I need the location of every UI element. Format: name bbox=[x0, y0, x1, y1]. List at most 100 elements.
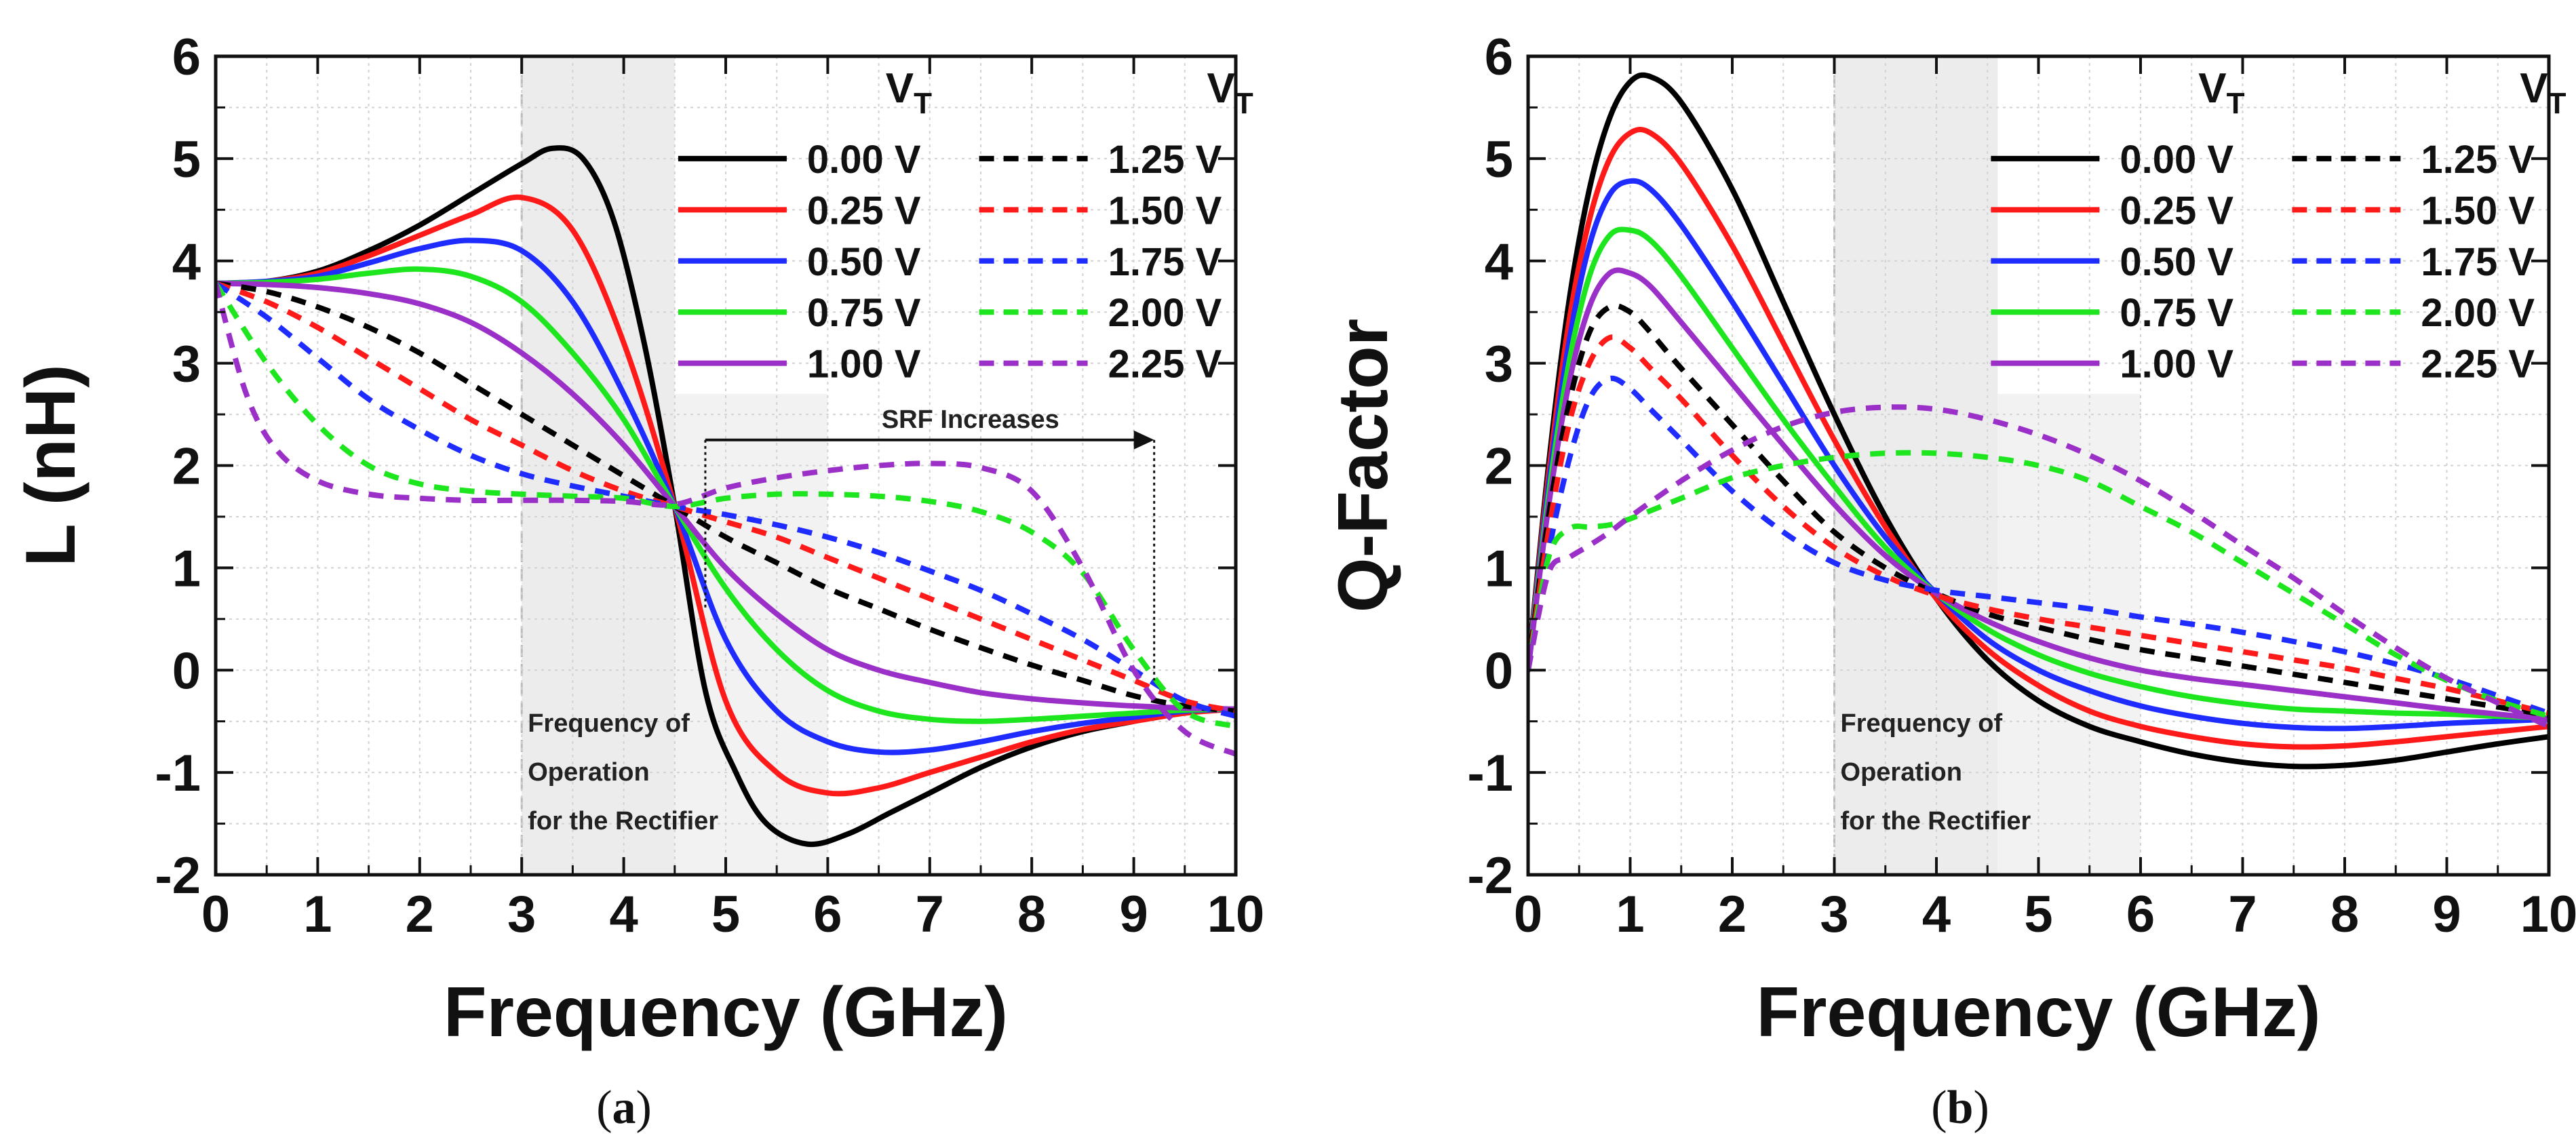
x-tick-label: 1 bbox=[303, 886, 332, 943]
x-tick-label: 9 bbox=[2432, 886, 2461, 943]
series-line-0-00-V bbox=[1528, 72, 2549, 770]
legend-label: 1.75 V bbox=[2421, 240, 2535, 284]
y-tick-label: 0 bbox=[1485, 642, 1513, 700]
x-tick-label: 9 bbox=[1119, 886, 1148, 943]
series-line-0-50-V bbox=[1528, 178, 2549, 732]
x-tick-label: 0 bbox=[201, 886, 230, 943]
y-tick-label: -2 bbox=[155, 847, 201, 905]
series-line-2-00-V bbox=[1528, 450, 2549, 719]
legend-label: 0.50 V bbox=[2120, 240, 2233, 284]
legend-label: 0.00 V bbox=[807, 138, 921, 182]
x-tick-label: 2 bbox=[1718, 886, 1746, 943]
legend-title: VT bbox=[886, 65, 932, 120]
y-axis-label: L (nH) bbox=[12, 364, 90, 566]
y-tick-label: -2 bbox=[1467, 847, 1513, 905]
x-tick-label: 5 bbox=[711, 886, 740, 943]
x-axis-label: Frequency (GHz) bbox=[1756, 973, 2320, 1052]
x-axis-label: Frequency (GHz) bbox=[444, 973, 1008, 1052]
series-line-0-75-V bbox=[1528, 226, 2549, 722]
operation-annotation: Frequency of bbox=[528, 709, 690, 738]
panel-caption: (a) bbox=[596, 1082, 652, 1134]
operation-annotation: Operation bbox=[1841, 758, 1962, 787]
x-tick-label: 4 bbox=[1922, 886, 1951, 943]
legend-label: 1.25 V bbox=[2421, 138, 2535, 182]
panel-caption: (b) bbox=[1931, 1082, 1989, 1134]
y-tick-label: 0 bbox=[172, 642, 201, 700]
series-line-0-75-V bbox=[216, 266, 1236, 724]
series-line-2-25-V bbox=[1528, 404, 2549, 729]
series-line-0-50-V bbox=[216, 237, 1236, 755]
legend-label: 1.00 V bbox=[807, 342, 921, 387]
series-line-1-25-V bbox=[1528, 302, 2549, 718]
srf-arrow-head bbox=[1133, 430, 1154, 450]
x-tick-label: 3 bbox=[507, 886, 536, 943]
y-tick-label: 5 bbox=[1485, 131, 1513, 189]
legend: VT 0.00 V 0.25 V 0.50 V 0.75 V 1.00 V VT 1.25 V… bbox=[678, 65, 1253, 387]
series-line-2-25-V bbox=[216, 282, 1236, 757]
legend-label: 1.50 V bbox=[1108, 189, 1222, 233]
series-line-2-00-V bbox=[216, 281, 1236, 730]
x-tick-label: 8 bbox=[2330, 886, 2359, 943]
y-axis-label: Q-Factor bbox=[1324, 319, 1403, 612]
y-tick-label: 3 bbox=[1485, 336, 1513, 393]
series-line-1-25-V bbox=[216, 280, 1236, 714]
y-tick-label: 6 bbox=[172, 28, 201, 86]
x-tick-label: 6 bbox=[813, 886, 842, 943]
srf-annotation: SRF Increases bbox=[704, 406, 1156, 681]
legend-title: VT bbox=[2198, 65, 2244, 120]
y-tick-label: -1 bbox=[1467, 745, 1513, 802]
legend-label: 0.50 V bbox=[807, 240, 921, 284]
x-tick-label: 0 bbox=[1514, 886, 1542, 943]
legend-label: 2.25 V bbox=[2421, 342, 2535, 387]
x-tick-label: 5 bbox=[2024, 886, 2052, 943]
operation-annotation: Operation bbox=[528, 758, 649, 787]
series-line-0-00-V bbox=[216, 145, 1236, 848]
y-tick-label: 2 bbox=[172, 438, 201, 496]
x-tick-label: 10 bbox=[1207, 886, 1265, 943]
series-line-1-00-V bbox=[1528, 267, 2549, 722]
y-tick-label: 3 bbox=[172, 336, 201, 393]
x-tick-label: 3 bbox=[1820, 886, 1848, 943]
y-tick-label: 4 bbox=[172, 233, 201, 291]
series-line-1-50-V bbox=[216, 281, 1236, 714]
chart-panel-a: 0 1 2 3 4 5 6 7 8 9 10 -2 -1 0 1 2 3 4 5 6 Frequency (GHz) L … bbox=[12, 28, 1264, 1134]
series-line-1-50-V bbox=[1528, 334, 2549, 716]
y-tick-label: 6 bbox=[1485, 28, 1513, 86]
x-tick-label: 1 bbox=[1616, 886, 1644, 943]
x-tick-label: 7 bbox=[2228, 886, 2257, 943]
legend-label: 2.25 V bbox=[1108, 342, 1222, 387]
x-tick-label: 10 bbox=[2520, 886, 2576, 943]
x-tick-label: 4 bbox=[609, 886, 638, 943]
series-group bbox=[216, 145, 1236, 848]
legend-label: 0.25 V bbox=[807, 189, 921, 233]
srf-label: SRF Increases bbox=[882, 406, 1059, 434]
series-line-0-25-V bbox=[1528, 126, 2549, 750]
x-tick-label: 8 bbox=[1017, 886, 1046, 943]
legend-label: 1.50 V bbox=[2421, 189, 2535, 233]
series-line-1-75-V bbox=[1528, 375, 2549, 716]
legend: VT 0.00 V 0.25 V 0.50 V 0.75 V 1.00 V VT 1.25 V… bbox=[1991, 65, 2567, 387]
operation-annotation: for the Rectifier bbox=[528, 807, 718, 835]
legend-title: VT bbox=[1207, 65, 1253, 120]
legend-label: 0.25 V bbox=[2120, 189, 2233, 233]
legend-label: 0.75 V bbox=[2120, 291, 2233, 335]
y-tick-label: 1 bbox=[1485, 540, 1513, 597]
legend-label: 2.00 V bbox=[1108, 291, 1222, 335]
legend-label: 0.75 V bbox=[807, 291, 921, 335]
legend-label: 2.00 V bbox=[2421, 291, 2535, 335]
y-tick-label: 1 bbox=[172, 540, 201, 597]
x-tick-label: 7 bbox=[916, 886, 944, 943]
legend-title: VT bbox=[2520, 65, 2566, 120]
x-tick-label: 2 bbox=[406, 886, 434, 943]
legend-label: 1.75 V bbox=[1108, 240, 1222, 284]
y-tick-label: 2 bbox=[1485, 438, 1513, 496]
series-group bbox=[1528, 72, 2549, 770]
series-line-1-75-V bbox=[216, 281, 1236, 719]
legend-label: 1.00 V bbox=[2120, 342, 2233, 387]
y-tick-label: 4 bbox=[1485, 233, 1513, 291]
y-tick-label: -1 bbox=[155, 745, 201, 802]
chart-panel-b: 0 1 2 3 4 5 6 7 8 9 10 -2 -1 0 1 2 3 4 5 6 Frequency (GHz) Q-… bbox=[1324, 28, 2576, 1134]
y-tick-label: 5 bbox=[172, 131, 201, 189]
operation-annotation: for the Rectifier bbox=[1841, 807, 2031, 835]
